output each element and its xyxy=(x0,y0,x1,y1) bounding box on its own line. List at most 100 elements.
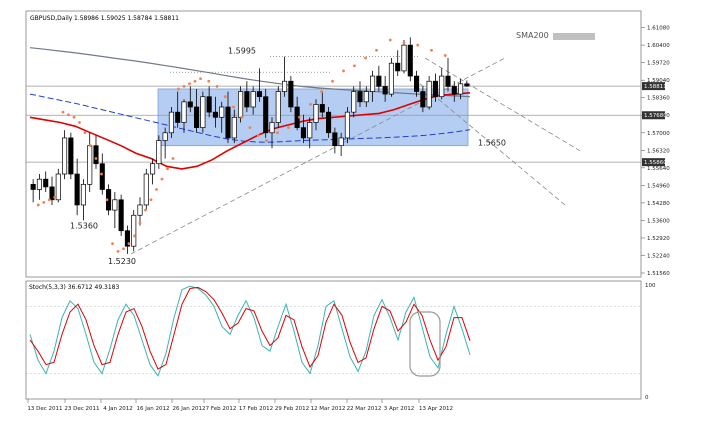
time-tick-label: 13 Apr 2012 xyxy=(419,406,453,412)
candle-body xyxy=(244,91,250,108)
candle-body xyxy=(300,127,306,139)
candle-body xyxy=(212,111,218,118)
sar-point xyxy=(42,200,46,204)
price-annotation: 1.5360 xyxy=(70,221,98,230)
sar-point xyxy=(67,113,70,117)
candle-body xyxy=(319,104,325,113)
candle-body xyxy=(458,83,464,95)
candle-body xyxy=(124,230,130,247)
sar-point xyxy=(287,126,290,130)
sar-point xyxy=(331,79,334,83)
stoch-title: Stoch(5,3,3) 36.6712 49.3183 xyxy=(29,284,120,291)
sar-point xyxy=(416,43,420,47)
symbol-label: GBPUSD,Daily xyxy=(30,15,73,22)
candle-body xyxy=(414,75,420,92)
sar-point xyxy=(166,167,169,171)
sar-point xyxy=(171,157,175,160)
candle-body xyxy=(332,132,338,147)
price-tick-label: 1.56320 xyxy=(647,148,670,154)
candle-body xyxy=(30,183,36,190)
sar-point xyxy=(177,87,180,91)
time-tick-label: 22 Mar 2012 xyxy=(347,406,382,412)
candle-body xyxy=(395,62,401,72)
sar-point xyxy=(116,249,120,253)
time-axis: 13 Dec 2011 23 Dec 2011 4 Jan 2012 16 Jan 2… xyxy=(27,399,453,412)
candle-body xyxy=(464,83,470,87)
candle-body xyxy=(376,75,382,87)
sma-legend-swatch xyxy=(553,33,595,40)
price-marker-box xyxy=(642,111,665,120)
candle-body xyxy=(313,104,319,123)
candle-body xyxy=(307,122,313,139)
sma200-line xyxy=(29,47,471,98)
price-marker-label: 1.57680 xyxy=(644,113,667,119)
sar-point xyxy=(364,56,367,60)
price-tick-label: 1.59720 xyxy=(647,61,670,67)
candle-body xyxy=(112,199,118,211)
sar-point xyxy=(72,115,76,119)
sar-point xyxy=(133,234,136,238)
candle-body xyxy=(370,75,376,92)
price-tick-label: 1.57000 xyxy=(647,131,670,137)
sar-point xyxy=(94,157,98,160)
candle-body xyxy=(420,91,426,108)
candle-body xyxy=(156,140,162,165)
stoch-signal-line xyxy=(29,286,471,370)
sar-point xyxy=(309,103,312,106)
candle-body xyxy=(407,44,413,77)
price-tick-label: 1.54280 xyxy=(647,201,670,207)
candle-body xyxy=(256,91,262,98)
candle-body xyxy=(388,62,394,95)
sar-point xyxy=(83,131,87,135)
time-tick-label: 13 Dec 2011 xyxy=(27,406,62,412)
candle-body xyxy=(219,106,225,118)
sar-point xyxy=(265,139,268,142)
sar-point xyxy=(155,188,158,191)
candle-body xyxy=(357,91,363,103)
sar-point xyxy=(127,242,131,246)
stoch-tick-label: 100 xyxy=(645,283,656,289)
price-plot: 1.5995 1.5650 1.5360 1.5230 xyxy=(26,37,641,266)
sar-point xyxy=(47,198,51,202)
sar-point xyxy=(353,64,356,68)
candle-body xyxy=(432,80,438,98)
price-tick-label: 1.60400 xyxy=(647,43,670,49)
candle-body xyxy=(288,80,294,108)
candle-body xyxy=(326,111,332,134)
sar-point xyxy=(78,121,81,124)
candle-body xyxy=(206,96,212,113)
sar-point xyxy=(298,115,301,119)
price-tick-label: 1.58360 xyxy=(647,96,670,102)
candle-body xyxy=(225,106,231,139)
candle-body xyxy=(181,101,187,123)
candle-body xyxy=(131,214,137,247)
candle-body xyxy=(451,86,457,95)
price-tick-label: 1.52240 xyxy=(647,253,670,259)
candle-body xyxy=(238,91,244,118)
price-annotation: 1.5230 xyxy=(108,257,136,266)
candle-body xyxy=(445,75,451,87)
candle-body xyxy=(250,91,256,108)
candle-body xyxy=(80,183,86,206)
candle-body xyxy=(187,101,193,108)
sar-point xyxy=(276,131,279,135)
sar-point xyxy=(122,247,125,251)
sar-point xyxy=(144,208,147,212)
candle-body xyxy=(401,44,407,72)
sar-point xyxy=(232,105,235,109)
price-axis: 1.61080 1.60400 1.59720 1.59040 1.58360 1.576… xyxy=(641,26,670,277)
sar-point xyxy=(256,133,260,137)
sar-point xyxy=(199,77,202,81)
stoch-tick-label: 0 xyxy=(645,395,649,401)
candle-body xyxy=(194,106,200,128)
price-tick-label: 1.51560 xyxy=(647,271,670,277)
trendline-channel-upper xyxy=(424,57,581,152)
candle-body xyxy=(143,173,149,206)
sma-blue-line xyxy=(29,93,471,143)
sar-point xyxy=(402,41,406,44)
candle-body xyxy=(49,186,55,201)
price-tick-label: 1.61080 xyxy=(647,26,670,32)
candle-body xyxy=(175,111,181,123)
sar-point xyxy=(160,177,164,181)
price-tick-label: 1.54960 xyxy=(647,183,670,189)
